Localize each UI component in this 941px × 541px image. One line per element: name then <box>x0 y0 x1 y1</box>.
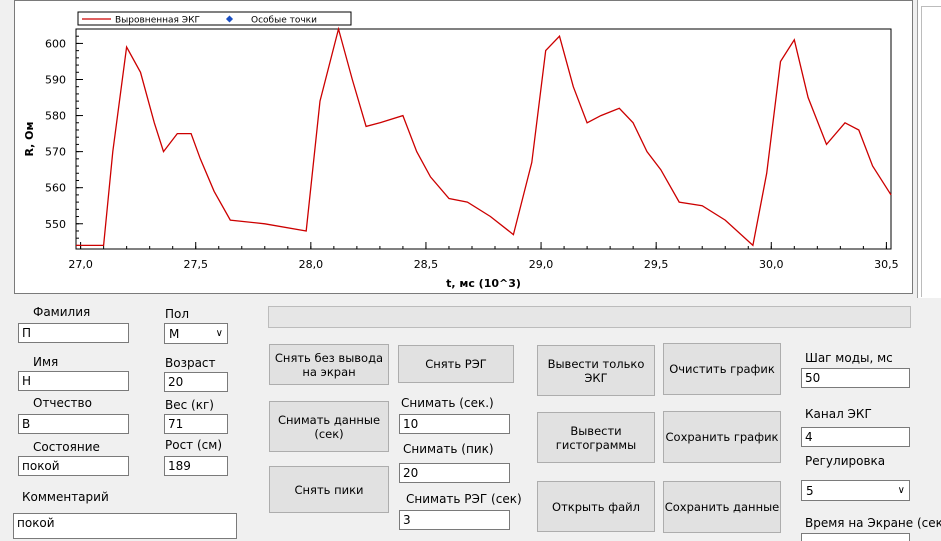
legend-point-marker <box>225 15 234 23</box>
record-peaks-button[interactable]: Снять пики <box>269 466 389 513</box>
y-tick-label: 570 <box>45 146 66 159</box>
regulation-value: 5 <box>806 483 814 498</box>
chevron-down-icon: ∨ <box>897 485 905 496</box>
regulation-select[interactable]: 5 ∨ <box>801 480 910 501</box>
legend-label-points: Особые точки <box>251 16 317 26</box>
ecg-channel-label: Канал ЭКГ <box>805 407 872 421</box>
height-input[interactable]: 189 <box>164 456 228 476</box>
age-label: Возраст <box>165 356 216 370</box>
weight-input[interactable]: 71 <box>164 414 228 434</box>
right-side-inner-panel <box>921 6 941 297</box>
age-input[interactable]: 20 <box>164 372 228 392</box>
gender-label: Пол <box>165 307 190 321</box>
y-tick-label: 580 <box>45 110 66 123</box>
show-ecg-only-button[interactable]: Вывести только ЭКГ <box>537 345 655 396</box>
state-label: Состояние <box>33 440 100 454</box>
capture-peaks-label: Снимать (пик) <box>403 442 494 456</box>
chevron-down-icon: ∨ <box>215 328 223 339</box>
state-input[interactable]: покой <box>18 456 129 476</box>
legend-box <box>77 11 352 26</box>
patronymic-input[interactable]: В <box>18 414 129 434</box>
progress-bar <box>268 306 911 328</box>
x-tick-label: 27,0 <box>68 258 93 271</box>
x-tick-label: 27,5 <box>183 258 208 271</box>
ecg-series-line <box>76 26 892 247</box>
height-label: Рост (см) <box>165 438 222 452</box>
legend-label-ecg: Выровненная ЭКГ <box>115 16 200 26</box>
capture-sec-input[interactable]: 10 <box>399 414 510 434</box>
ecg-channel-input[interactable]: 4 <box>801 427 910 447</box>
regulation-label: Регулировка <box>805 454 886 468</box>
y-tick-label: 600 <box>45 37 66 50</box>
show-histograms-button[interactable]: Вывести гистограммы <box>537 412 655 463</box>
x-tick-label: 28,0 <box>299 258 324 271</box>
name-input[interactable]: Н <box>18 371 129 391</box>
gender-select[interactable]: М ∨ <box>164 323 228 344</box>
x-axis-label: t, мс (10^3) <box>446 277 521 290</box>
x-tick-label: 30,5 <box>874 258 899 271</box>
mode-step-label: Шаг моды, мс <box>805 351 893 365</box>
ecg-chart-panel: 27,0 27,5 28,0 28,5 29,0 29,5 30,0 30,5 550 560 57… <box>14 0 913 294</box>
capture-peaks-input[interactable]: 20 <box>399 463 510 483</box>
mode-step-input[interactable]: 50 <box>801 368 910 388</box>
screen-time-input[interactable] <box>801 533 910 541</box>
name-label: Имя <box>33 355 59 369</box>
x-tick-label: 28,5 <box>414 258 439 271</box>
capture-reg-label: Снимать РЭГ (сек) <box>406 492 522 506</box>
open-file-button[interactable]: Открыть файл <box>537 481 655 532</box>
record-reg-button[interactable]: Снять РЭГ <box>398 345 514 383</box>
gender-value: М <box>169 326 180 341</box>
ecg-chart: 27,0 27,5 28,0 28,5 29,0 29,5 30,0 30,5 550 560 57… <box>23 11 899 290</box>
screen-time-label: Время на Экране (сек) <box>805 516 941 530</box>
capture-sec-label: Снимать (сек.) <box>401 396 494 410</box>
y-tick-label: 590 <box>45 73 66 86</box>
record-data-sec-button[interactable]: Снимать данные (сек) <box>269 401 389 452</box>
y-axis-label: R, Ом <box>23 121 36 156</box>
patronymic-label: Отчество <box>33 396 92 410</box>
x-tick-label: 30,0 <box>759 258 784 271</box>
y-tick-label: 560 <box>45 182 66 195</box>
plot-area <box>75 28 892 250</box>
x-tick-label: 29,5 <box>644 258 669 271</box>
surname-input[interactable]: П <box>18 323 129 343</box>
save-data-button[interactable]: Сохранить данные <box>663 481 781 533</box>
weight-label: Вес (кг) <box>165 398 214 412</box>
comment-textarea[interactable]: покой <box>13 513 237 539</box>
record-no-display-button[interactable]: Снять без вывода на экран <box>269 344 389 385</box>
surname-label: Фамилия <box>33 305 91 319</box>
x-tick-label: 29,0 <box>529 258 554 271</box>
clear-chart-button[interactable]: Очистить график <box>663 343 781 395</box>
comment-label: Комментарий <box>22 490 109 504</box>
capture-reg-input[interactable]: 3 <box>399 510 510 530</box>
save-chart-button[interactable]: Сохранить график <box>663 411 781 463</box>
y-tick-label: 550 <box>45 218 66 231</box>
